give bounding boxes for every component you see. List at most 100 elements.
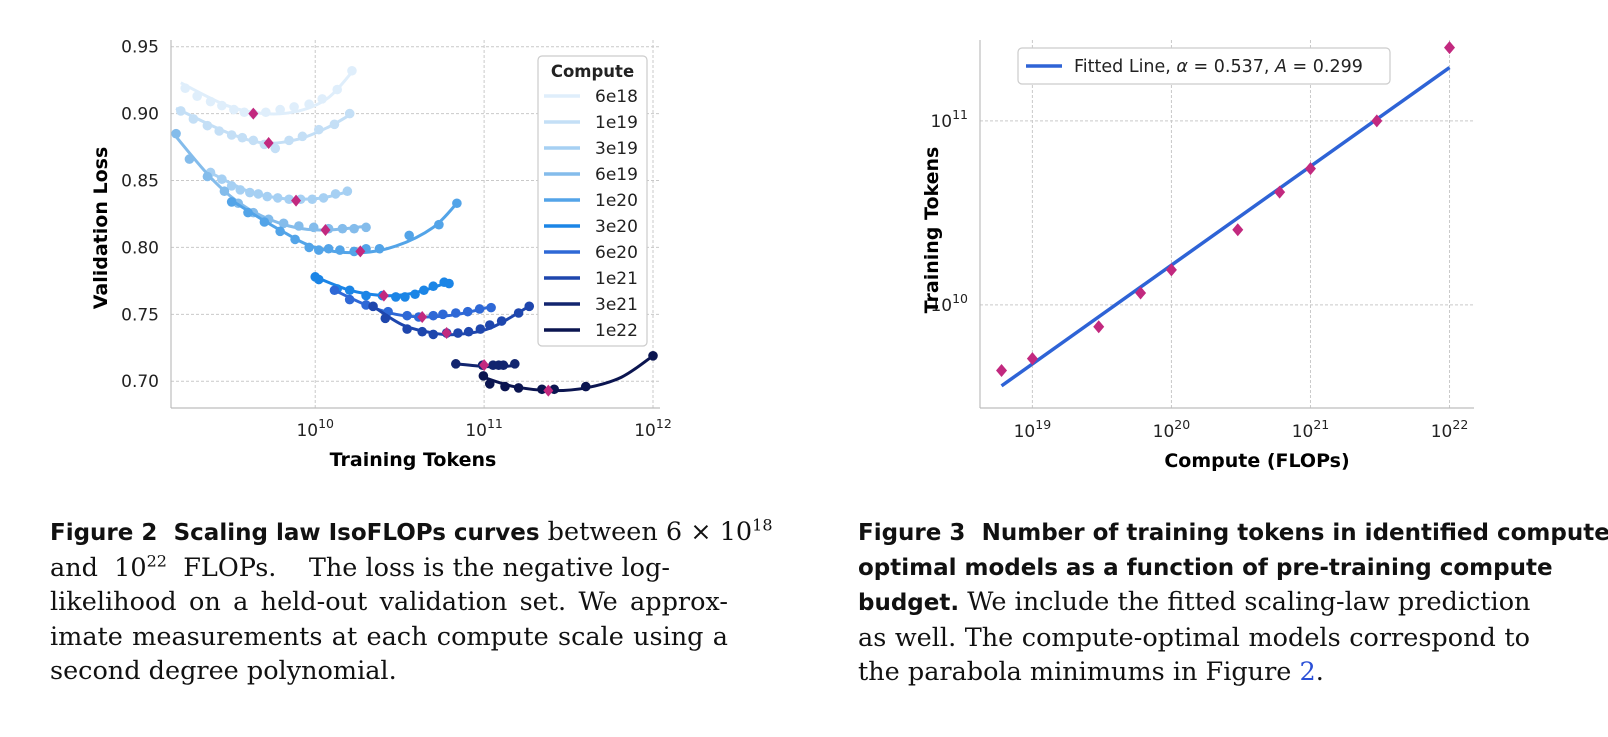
chart2-point-6e18 — [289, 102, 299, 112]
chart2-ytick-label: 0.75 — [121, 305, 159, 325]
chart2-point-1e21 — [453, 328, 463, 338]
chart2-legend-label-6e18: 6e18 — [595, 87, 638, 107]
figure3-caption-line3: budget. We include the fitted scaling-la… — [858, 587, 1531, 617]
chart2-point-6e19 — [337, 223, 348, 234]
chart2-point-6e20 — [451, 308, 461, 318]
chart2-optimum-marker-1e21 — [441, 327, 452, 340]
chart3-optimal-model-point — [1026, 352, 1038, 366]
chart2-ytick-label: 0.80 — [121, 238, 159, 258]
chart2-point-1e19 — [329, 119, 340, 130]
chart2-point-3e19 — [307, 194, 318, 205]
chart2-point-1e21 — [513, 308, 524, 318]
chart2-point-6e19 — [184, 154, 195, 164]
chart2-point-1e22 — [513, 383, 524, 393]
chart2-point-1e20 — [349, 246, 359, 257]
chart2-ytick-label: 0.90 — [121, 105, 159, 125]
chart2-point-6e18 — [332, 84, 343, 95]
chart2-point-1e19 — [202, 120, 213, 131]
chart3-xtick-label: 1019 — [1014, 417, 1052, 442]
chart3-legend-label: Fitted Line, α = 0.537, A = 0.299 — [1074, 57, 1363, 77]
chart2-point-1e19 — [188, 114, 199, 124]
chart2-point-6e18 — [261, 107, 271, 118]
chart2-point-1e19 — [313, 124, 324, 135]
chart3-ytick-label: 1010 — [930, 291, 968, 316]
chart2-point-1e19 — [175, 106, 186, 116]
chart2-series-6e18 — [180, 65, 357, 120]
chart2-series — [171, 65, 658, 397]
chart2-legend-label-1e19: 1e19 — [595, 113, 638, 133]
chart2-point-3e19 — [217, 174, 227, 184]
chart3-xtick-label: 1022 — [1431, 417, 1469, 442]
chart3-optimal-model-point — [1232, 223, 1244, 237]
chart2-point-6e18 — [205, 96, 216, 107]
chart2-point-3e19 — [262, 191, 273, 202]
chart2-point-6e20 — [438, 309, 448, 320]
chart2-optimum-marker-3e20 — [378, 289, 389, 302]
chart3-optimal-model-point — [996, 363, 1008, 377]
chart2-point-3e20 — [391, 292, 401, 302]
chart2-point-1e22 — [580, 381, 591, 392]
chart2-point-6e19 — [219, 186, 230, 197]
chart2-legend-box — [537, 55, 648, 347]
chart2-point-1e20 — [290, 234, 300, 245]
chart2-point-6e20 — [474, 304, 485, 314]
figure2-caption: Figure 2 Scaling law IsoFLOPs curves bet… — [50, 515, 773, 689]
chart2-point-1e21 — [484, 320, 495, 330]
chart2-legend-title: Compute — [551, 62, 634, 81]
chart2-point-3e20 — [400, 292, 410, 302]
chart2-legend-label-1e22: 1e22 — [595, 321, 638, 341]
chart2-point-1e21 — [496, 316, 507, 326]
chart2-point-1e19 — [248, 135, 259, 146]
chart2-point-1e19 — [270, 143, 281, 154]
chart2-point-6e18 — [304, 99, 314, 110]
chart2-point-1e21 — [402, 324, 412, 334]
chart3-ytick-label: 1011 — [930, 107, 968, 132]
chart2-series-3e19 — [205, 167, 353, 207]
chart2-point-1e20 — [313, 245, 324, 255]
chart2-fit-curve-1e22 — [482, 354, 654, 393]
chart2-legend-label-1e20: 1e20 — [595, 191, 638, 211]
chart3-optimal-model-point — [1444, 41, 1456, 55]
figure2-caption-line2: and 1022 FLOPs. The loss is the negative… — [50, 551, 670, 583]
chart2-point-1e20 — [275, 226, 285, 237]
figure2-caption-line5: second degree polynomial. — [50, 656, 397, 686]
chart2-legend-label-3e20: 3e20 — [595, 217, 638, 237]
chart3-optimal-model-point — [1165, 263, 1177, 277]
chart2-point-3e20 — [344, 285, 355, 296]
chart3-optimal-model-point — [1135, 286, 1147, 300]
chart2-point-6e18 — [317, 94, 328, 104]
chart3-series — [996, 41, 1456, 388]
chart2-point-1e21 — [417, 326, 428, 337]
chart2-series-6e19 — [171, 128, 371, 237]
chart3-legend: Fitted Line, α = 0.537, A = 0.299 — [1017, 47, 1391, 85]
chart3-optimal-model-point — [1304, 162, 1316, 176]
chart2-point-6e20 — [329, 285, 340, 296]
chart2-point-1e21 — [463, 326, 474, 337]
chart2-point-6e20 — [428, 310, 439, 321]
chart2-point-3e19 — [272, 193, 283, 203]
figure2-reference-link[interactable]: 2 — [1299, 657, 1316, 687]
chart2-point-1e20 — [323, 243, 334, 254]
chart2-point-3e19 — [226, 181, 237, 191]
figure3-caption-line2: optimal models as a function of pre-trai… — [858, 554, 1553, 581]
chart2-series-3e21 — [451, 359, 520, 372]
chart2-xtick-label: 1011 — [465, 416, 503, 441]
figure3-caption: Figure 3 Number of training tokens in id… — [858, 515, 1608, 690]
chart2-point-1e21 — [380, 313, 391, 324]
chart3-xtick-label: 1021 — [1292, 417, 1330, 442]
chart2-point-3e20 — [419, 285, 429, 296]
chart2-point-1e19 — [284, 135, 294, 146]
chart2-legend-label-3e21: 3e21 — [595, 295, 638, 315]
chart2-point-1e19 — [344, 108, 355, 119]
chart3-optimal-model-point — [1093, 320, 1105, 334]
chart2-point-6e19 — [349, 223, 359, 234]
chart2-series-1e21 — [368, 301, 535, 340]
chart2-legend-label-6e19: 6e19 — [595, 165, 638, 185]
chart2-point-6e19 — [294, 221, 304, 231]
figure3-label: Figure 3 — [858, 520, 966, 546]
chart2-point-6e18 — [275, 104, 285, 115]
chart2-series-1e20 — [226, 197, 462, 258]
chart2-point-3e20 — [361, 290, 371, 301]
chart2-optimum-marker-3e19 — [291, 194, 302, 207]
chart2-xlabel: Training Tokens — [330, 449, 497, 471]
